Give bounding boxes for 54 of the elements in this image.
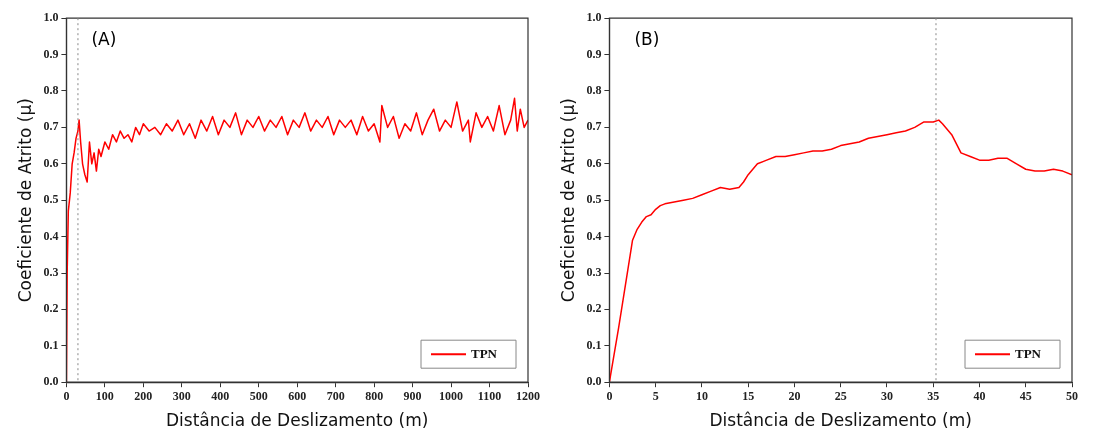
x-tick-label: 900 xyxy=(403,389,422,404)
y-tick-label: 0.6 xyxy=(586,155,602,170)
legend-label: TPN xyxy=(471,345,498,361)
y-tick-label: 0.1 xyxy=(43,337,59,352)
x-tick-label: 25 xyxy=(834,389,847,404)
y-tick-label: 0.7 xyxy=(43,119,59,134)
x-tick-label: 5 xyxy=(652,389,659,404)
x-tick-label: 200 xyxy=(134,389,153,404)
x-tick-label: 20 xyxy=(788,389,801,404)
x-tick-label: 1200 xyxy=(516,389,540,404)
x-tick-label: 400 xyxy=(211,389,230,404)
y-tick-label: 0.2 xyxy=(43,301,59,316)
y-tick-label: 0.3 xyxy=(586,265,602,280)
y-tick-label: 0.3 xyxy=(43,265,59,280)
y-tick-label: 1.0 xyxy=(43,10,59,25)
x-tick-label: 15 xyxy=(742,389,755,404)
y-tick-label: 0.5 xyxy=(586,192,602,207)
x-tick-label: 35 xyxy=(927,389,940,404)
x-tick-label: 1000 xyxy=(439,389,464,404)
x-tick-label: 1100 xyxy=(477,389,502,404)
y-tick-label: 0.9 xyxy=(586,46,602,61)
x-axis-title: Distância de Deslizamento (m) xyxy=(709,410,972,431)
x-tick-label: 300 xyxy=(172,389,191,404)
y-tick-label: 1.0 xyxy=(586,10,602,25)
annotation: (B) xyxy=(634,29,660,50)
y-tick-label: 0.4 xyxy=(43,228,59,243)
x-tick-label: 40 xyxy=(973,389,986,404)
y-tick-label: 0.6 xyxy=(43,155,59,170)
y-tick-label: 0.9 xyxy=(43,46,59,61)
x-axis-title: Distância de Deslizamento (m) xyxy=(166,410,429,431)
x-tick-label: 500 xyxy=(249,389,268,404)
y-tick-label: 0.0 xyxy=(43,374,59,389)
x-tick-label: 0 xyxy=(606,389,613,404)
y-axis-title: Coeficiente de Atrito (μ) xyxy=(557,98,578,303)
x-tick-label: 45 xyxy=(1019,389,1032,404)
x-tick-label: 50 xyxy=(1066,389,1078,404)
y-tick-label: 0.5 xyxy=(43,192,59,207)
legend-label: TPN xyxy=(1015,345,1042,361)
x-tick-label: 100 xyxy=(95,389,114,404)
y-tick-label: 0.0 xyxy=(586,374,602,389)
y-tick-label: 0.8 xyxy=(43,83,59,98)
annotation: (A) xyxy=(91,29,117,50)
y-tick-label: 0.7 xyxy=(586,119,602,134)
x-tick-label: 700 xyxy=(326,389,345,404)
x-tick-label: 10 xyxy=(695,389,708,404)
x-tick-label: 600 xyxy=(288,389,307,404)
y-tick-label: 0.4 xyxy=(586,228,602,243)
x-tick-label: 800 xyxy=(365,389,384,404)
y-tick-label: 0.1 xyxy=(586,337,602,352)
x-tick-label: 0 xyxy=(63,389,70,404)
x-tick-label: 30 xyxy=(880,389,893,404)
y-tick-label: 0.2 xyxy=(586,301,602,316)
y-tick-label: 0.8 xyxy=(586,83,602,98)
y-axis-title: Coeficiente de Atrito (μ) xyxy=(14,98,35,303)
